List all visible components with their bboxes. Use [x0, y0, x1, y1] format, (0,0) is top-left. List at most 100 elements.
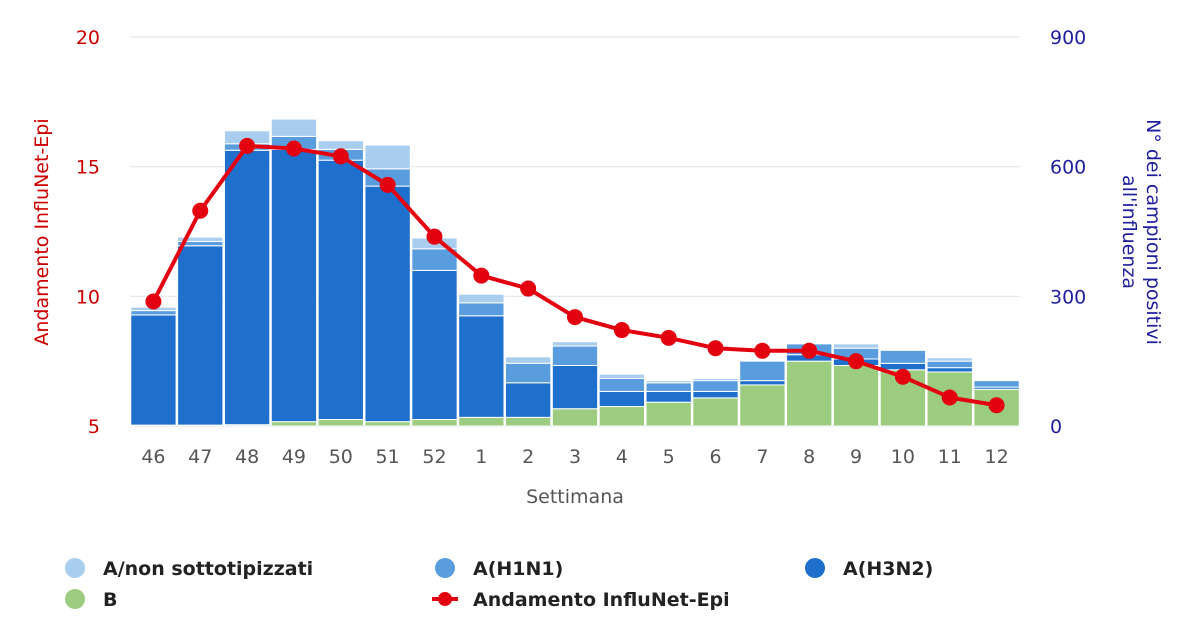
- y-right-tick-label: 600: [1050, 157, 1086, 179]
- bar-a-h3n2-2: [504, 382, 552, 418]
- influnet-epi-point-6: [707, 340, 724, 357]
- influnet-epi-point-2: [520, 280, 537, 297]
- y-axis-right-title-line-2: all'influenza: [1118, 175, 1140, 289]
- bar-b-7: [739, 384, 786, 427]
- bar-a-h1n1-4: [598, 377, 646, 392]
- influnet-epi-point-1: [473, 267, 490, 284]
- influnet-epi-line: [145, 137, 1005, 414]
- influnet-epi-point-11: [941, 389, 958, 406]
- x-tick-label: 48: [235, 446, 259, 468]
- bar-b-3: [551, 408, 599, 427]
- influnet-epi-point-3: [567, 309, 583, 326]
- bar-a-h1n1-2: [504, 362, 552, 384]
- influnet-epi-point-49: [285, 140, 302, 157]
- bar-a-h3n2-47: [177, 245, 224, 426]
- x-tick-label: 5: [663, 446, 675, 468]
- y-left-tick-label: 15: [76, 157, 100, 179]
- bar-b-4: [598, 406, 646, 427]
- x-tick-label: 11: [938, 446, 962, 468]
- stacked-bars: [130, 118, 1020, 427]
- legend-label-a-h1n1[interactable]: A(H1N1): [473, 558, 563, 580]
- bar-b-49: [270, 421, 318, 427]
- legend: A/non sottotipizzati A(H1N1) A(H3N2) B Andam…: [65, 558, 933, 611]
- x-tick-label: 6: [709, 446, 721, 468]
- bar-a-h1n1-11: [926, 360, 973, 369]
- bar-a-non-sottotipizzati-2: [504, 356, 552, 364]
- bar-a-non-sottotipizzati-50: [317, 140, 364, 150]
- bar-a-h1n1-5: [645, 382, 692, 392]
- legend-label-andamento-influnet-epi[interactable]: Andamento InfluNet-Epi: [473, 589, 730, 611]
- influnet-epi-point-8: [801, 342, 818, 359]
- bar-b-51: [364, 421, 411, 427]
- legend-label-a-h3n2[interactable]: A(H3N2): [843, 558, 933, 580]
- y-right-tick-label: 300: [1050, 286, 1086, 308]
- y-axis-left-ticks: 5 10 15 20: [76, 27, 100, 438]
- bar-a-h3n2-50: [317, 159, 364, 421]
- bar-b-50: [317, 419, 364, 427]
- y-left-tick-label: 20: [76, 27, 100, 49]
- bar-a-h3n2-5: [645, 390, 692, 403]
- bar-a-h1n1-46: [130, 310, 177, 316]
- bar-a-h3n2-6: [692, 390, 739, 399]
- y-axis-right-ticks: 0 300 600 900: [1050, 27, 1086, 438]
- bar-a-h1n1-12: [973, 380, 1020, 388]
- bar-a-h3n2-52: [411, 269, 458, 421]
- bar-b-6: [692, 397, 739, 427]
- x-tick-label: 51: [376, 446, 400, 468]
- bar-a-non-sottotipizzati-49: [270, 118, 318, 137]
- bar-a-non-sottotipizzati-47: [177, 236, 224, 242]
- x-tick-label: 7: [756, 446, 768, 468]
- bar-b-1: [458, 416, 505, 427]
- bar-a-h1n1-1: [458, 302, 505, 317]
- bar-a-non-sottotipizzati-3: [551, 341, 599, 347]
- bar-b-9: [832, 364, 880, 427]
- bar-b-5: [645, 401, 692, 427]
- influnet-epi-point-52: [426, 228, 443, 245]
- bar-a-h3n2-11: [926, 367, 973, 373]
- y-right-tick-label: 900: [1050, 27, 1086, 49]
- bar-a-non-sottotipizzati-9: [832, 343, 880, 349]
- bar-a-non-sottotipizzati-4: [598, 373, 646, 379]
- influnet-epi-point-5: [660, 329, 677, 346]
- bar-a-non-sottotipizzati-5: [645, 380, 692, 384]
- influnet-epi-point-47: [192, 202, 209, 219]
- bar-a-non-sottotipizzati-1: [458, 293, 505, 304]
- x-tick-label: 47: [188, 446, 212, 468]
- bar-a-non-sottotipizzati-11: [926, 357, 973, 362]
- legend-marker-a-h3n2: [805, 558, 825, 578]
- bar-a-non-sottotipizzati-51: [364, 144, 411, 170]
- y-right-tick-label: 0: [1050, 416, 1062, 438]
- x-tick-label: 4: [616, 446, 628, 468]
- influnet-epi-point-4: [613, 322, 630, 339]
- bar-b-2: [504, 416, 552, 427]
- legend-label-a-non-sottotipizzati[interactable]: A/non sottotipizzati: [103, 558, 313, 580]
- bar-a-h3n2-3: [551, 364, 599, 410]
- x-tick-label: 49: [282, 446, 306, 468]
- x-tick-label: 52: [422, 446, 446, 468]
- bar-a-h1n1-6: [692, 380, 739, 392]
- bar-a-h3n2-7: [739, 380, 786, 386]
- influnet-epi-point-12: [988, 397, 1005, 414]
- x-axis-title: Settimana: [526, 486, 624, 508]
- x-tick-label: 12: [984, 446, 1008, 468]
- influnet-epi-point-46: [145, 293, 162, 310]
- y-axis-right-title: N° dei campioni positivi all'influenza: [1118, 119, 1164, 345]
- bar-a-h1n1-7: [739, 360, 786, 382]
- influnet-epi-point-50: [332, 148, 349, 165]
- bar-a-h3n2-4: [598, 390, 646, 408]
- y-axis-left-title: Andamento InfluNet-Epi: [31, 118, 53, 345]
- bar-a-h3n2-46: [130, 314, 177, 426]
- legend-marker-b: [65, 589, 85, 609]
- x-tick-label: 50: [329, 446, 353, 468]
- bar-a-h1n1-3: [551, 345, 599, 366]
- y-left-tick-label: 5: [88, 416, 100, 438]
- influnet-epi-point-51: [379, 176, 396, 193]
- influnet-epi-point-9: [848, 353, 865, 370]
- bar-a-h3n2-49: [270, 148, 318, 423]
- bar-b-8: [786, 360, 833, 427]
- influnet-epi-point-10: [894, 368, 911, 385]
- x-tick-label: 1: [475, 446, 487, 468]
- x-tick-label: 3: [569, 446, 581, 468]
- legend-label-b[interactable]: B: [103, 589, 117, 611]
